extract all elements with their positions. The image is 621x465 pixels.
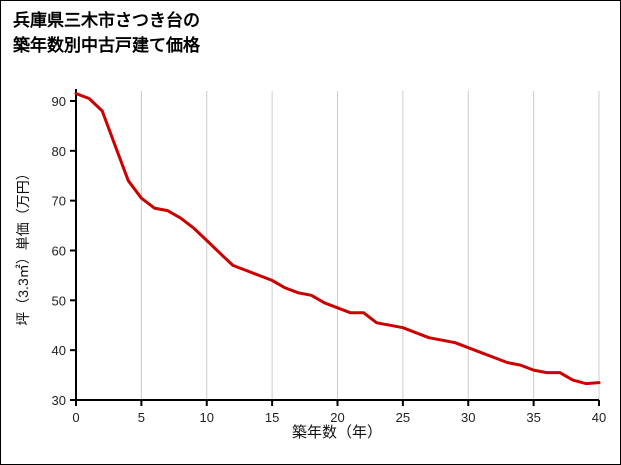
y-tick-label: 80 [52, 144, 66, 159]
y-tick-label: 60 [52, 243, 66, 258]
chart-title: 兵庫県三木市さつき台の 築年数別中古戸建て価格 [13, 9, 200, 58]
x-tick-label: 30 [461, 410, 475, 425]
x-tick-label: 25 [396, 410, 410, 425]
x-tick-label: 20 [330, 410, 344, 425]
x-tick-label: 5 [138, 410, 145, 425]
y-tick-label: 30 [52, 393, 66, 408]
chart-title-line1: 兵庫県三木市さつき台の [13, 11, 200, 30]
series-line [74, 92, 601, 386]
x-tick-label: 10 [200, 410, 214, 425]
y-tick-label: 40 [52, 343, 66, 358]
x-tick-label: 40 [592, 410, 606, 425]
y-tick-label: 50 [52, 293, 66, 308]
y-tick-label: 70 [52, 194, 66, 209]
x-tick-label: 35 [526, 410, 540, 425]
chart-title-line2: 築年数別中古戸建て価格 [13, 35, 200, 55]
x-tick-label: 15 [265, 410, 279, 425]
y-axis-label: 坪（3.3㎡）単価（万円） [15, 166, 31, 326]
x-tick-label: 0 [72, 410, 79, 425]
y-tick-label: 90 [52, 94, 66, 109]
x-axis-label: 築年数（年） [291, 424, 383, 441]
